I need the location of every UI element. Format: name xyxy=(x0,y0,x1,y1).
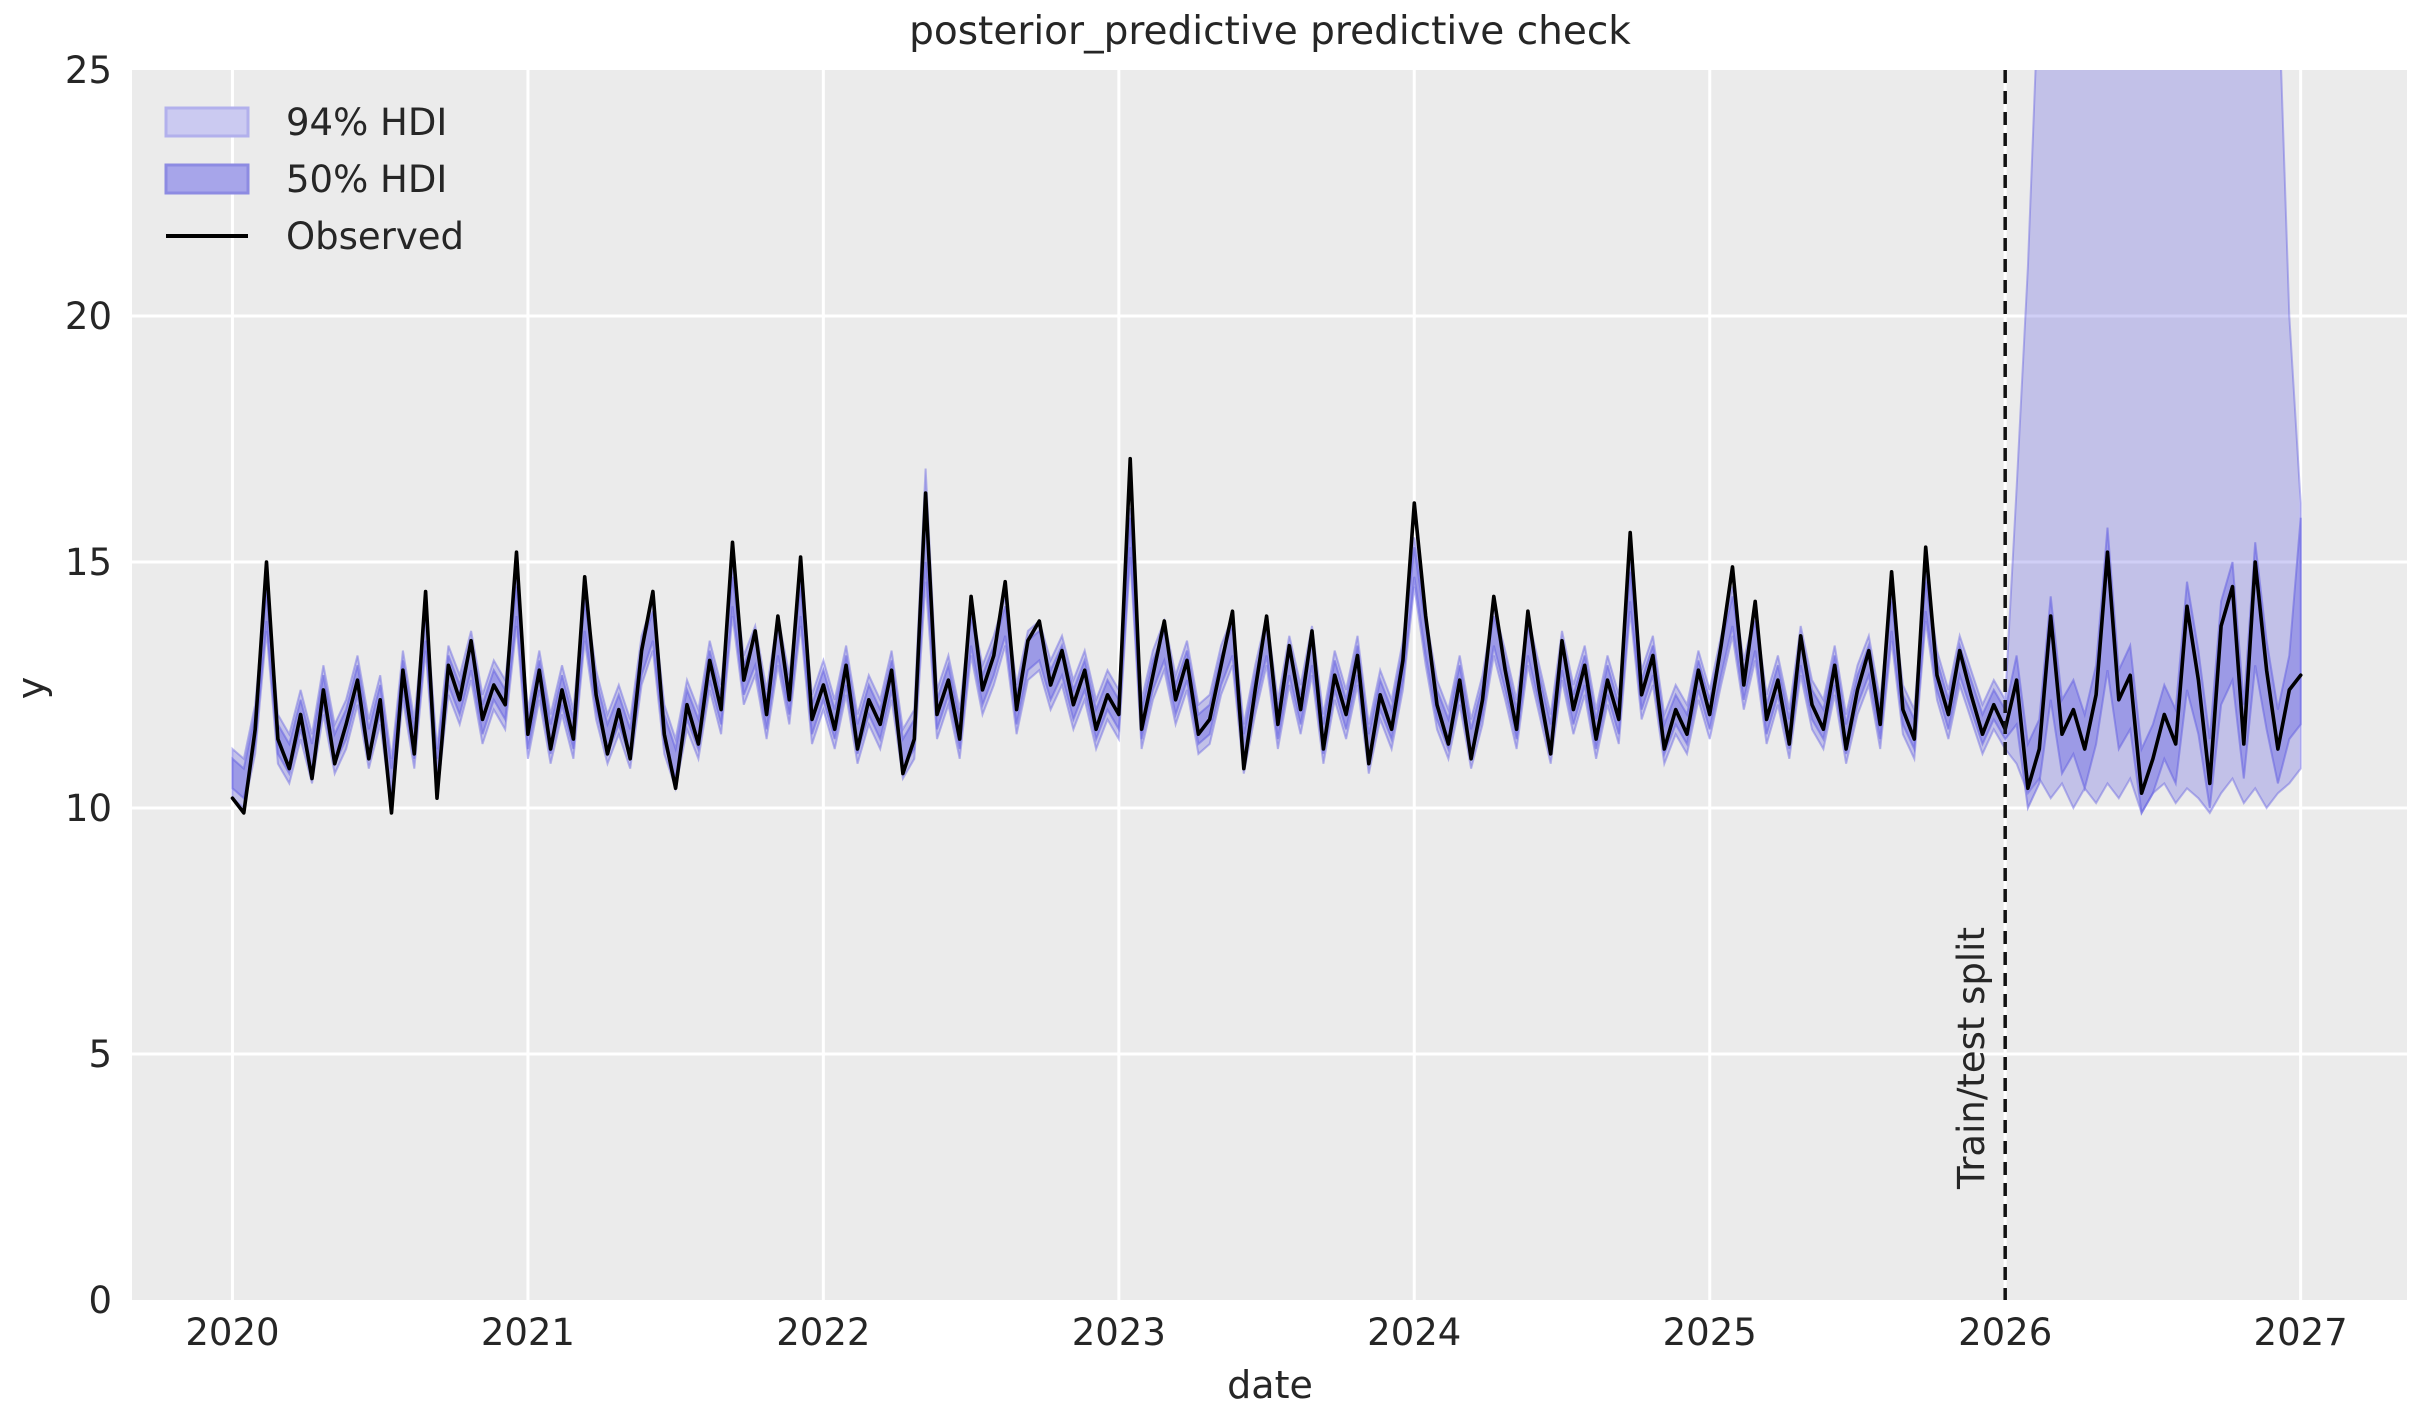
y-tick-label-25: 25 xyxy=(65,49,112,92)
y-axis-label: y xyxy=(9,677,53,700)
x-tick-label-2024: 2024 xyxy=(1367,1311,1461,1354)
x-tick-labels: 2020 2021 2022 2023 2024 2025 2026 2027 xyxy=(185,1311,2347,1354)
legend-label-50-hdi: 50% HDI xyxy=(286,158,447,201)
y-tick-label-0: 0 xyxy=(88,1279,112,1322)
y-tick-label-5: 5 xyxy=(88,1033,112,1076)
x-tick-label-2022: 2022 xyxy=(776,1311,870,1354)
train-test-split-label: Train/test split xyxy=(1950,927,1993,1190)
x-tick-label-2025: 2025 xyxy=(1663,1311,1757,1354)
legend-swatch-94-hdi xyxy=(164,106,250,138)
legend: 94% HDI 50% HDI Observed xyxy=(164,101,464,258)
plot-area xyxy=(132,70,2407,1300)
y-tick-label-15: 15 xyxy=(65,541,112,584)
legend-label-94-hdi: 94% HDI xyxy=(286,101,447,144)
y-tick-label-20: 20 xyxy=(65,295,112,338)
x-axis-label: date xyxy=(1227,1363,1313,1407)
observed-line xyxy=(230,456,2303,815)
legend-label-observed: Observed xyxy=(286,215,464,258)
legend-swatch-50-hdi xyxy=(164,163,250,195)
x-tick-label-2026: 2026 xyxy=(1958,1311,2052,1354)
x-tick-label-2021: 2021 xyxy=(481,1311,575,1354)
chart-title: posterior_predictive predictive check xyxy=(909,9,1631,54)
y-tick-labels: 0 5 10 15 20 25 xyxy=(65,49,112,1322)
x-tick-label-2023: 2023 xyxy=(1072,1311,1166,1354)
x-tick-label-2020: 2020 xyxy=(185,1311,279,1354)
y-tick-label-10: 10 xyxy=(65,787,112,830)
x-tick-label-2027: 2027 xyxy=(2254,1311,2348,1354)
